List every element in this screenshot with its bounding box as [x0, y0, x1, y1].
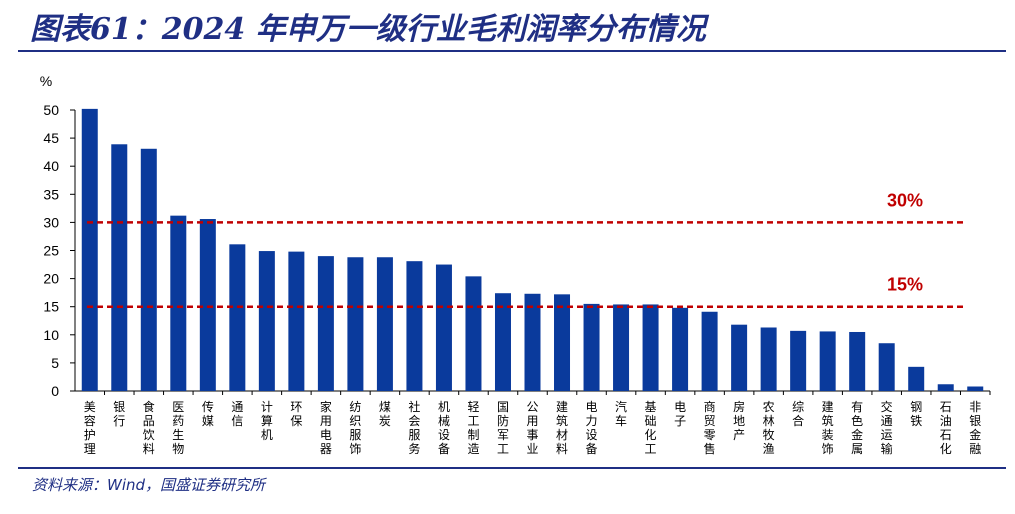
x-tick-label: 基础化工 [645, 400, 657, 456]
bar [760, 327, 777, 391]
x-tick-label: 商贸零售 [704, 399, 716, 456]
y-tick-label: 25 [43, 243, 59, 259]
x-tick-label: 传媒 [202, 399, 214, 428]
x-tick-label: 家用电器 [320, 399, 332, 456]
y-tick-label: 50 [43, 102, 59, 118]
y-tick-label: 15 [43, 299, 59, 315]
bar [790, 330, 807, 391]
y-tick-label: 10 [43, 327, 59, 343]
bar [583, 303, 600, 391]
bar [494, 293, 511, 391]
x-tick-label: 煤炭 [379, 400, 391, 428]
x-tick-label: 通信 [231, 400, 243, 428]
bar [701, 311, 718, 391]
bar [258, 251, 275, 391]
bar [908, 366, 925, 391]
bar [317, 256, 334, 391]
x-tick-label: 银行 [113, 400, 125, 428]
y-tick-label: 5 [51, 355, 59, 371]
x-tick-label: 公用事业 [526, 400, 538, 456]
y-tick-label: 20 [43, 271, 59, 287]
bar [554, 294, 571, 391]
x-tick-label: 社会服务 [408, 399, 420, 456]
x-tick-label: 电力设备 [586, 400, 598, 456]
chart-title: 图表61：2024 年申万一级行业毛利润率分布情况 [30, 12, 706, 47]
bar [229, 244, 246, 391]
bar [613, 304, 630, 391]
reference-label: 30% [887, 190, 923, 210]
x-tick-label: 建筑材料 [556, 400, 568, 456]
x-tick-label: 机械设备 [438, 400, 450, 456]
y-tick-label: 35 [43, 186, 59, 202]
x-tick-label: 医药生物 [172, 400, 184, 456]
bar [435, 264, 452, 391]
y-tick-label: 0 [51, 383, 59, 399]
x-tick-label: 有色金属 [851, 400, 863, 456]
x-tick-label: 建筑装饰 [822, 400, 834, 456]
x-tick-label: 房地产 [733, 399, 745, 442]
bar [140, 148, 157, 391]
bar [465, 276, 482, 391]
bar [642, 304, 659, 391]
bar [170, 215, 187, 391]
x-tick-label: 电子 [674, 400, 686, 428]
x-tick-label: 综合 [792, 400, 804, 428]
bar [347, 257, 364, 391]
y-tick-label: 30 [43, 214, 59, 230]
x-tick-label: 交通运输 [881, 399, 893, 456]
y-tick-label: 40 [43, 158, 59, 174]
x-tick-label: 汽车 [615, 399, 627, 428]
bar [967, 386, 984, 391]
bar-layer [81, 108, 984, 391]
reference-label: 15% [887, 275, 923, 295]
x-tick-label: 农林牧渔 [763, 400, 775, 456]
bar [524, 293, 541, 391]
bar [406, 261, 423, 391]
x-tick-label: 国防军工 [497, 400, 509, 456]
bar [199, 219, 216, 391]
footer-divider [18, 467, 1006, 469]
axis-layer: 0 5 10 15 20 25 30 35 40 45 50% [40, 73, 991, 399]
x-tick-label: 环保 [290, 400, 302, 428]
bar [81, 108, 98, 391]
bar [111, 144, 128, 391]
bar-chart: 0 5 10 15 20 25 30 35 40 45 50% 30% 15% 美容护理 银行 食品饮料 医… [40, 73, 991, 456]
x-tick-label: 石油石化 [940, 400, 952, 456]
bar [937, 384, 954, 391]
x-tick-label: 非银金融 [969, 400, 981, 456]
x-tick-label: 美容护理 [84, 400, 96, 456]
x-tick-label: 纺织服饰 [349, 400, 361, 456]
x-tick-label: 钢铁 [910, 400, 922, 428]
y-tick-label: 45 [43, 130, 59, 146]
bar [672, 307, 689, 391]
bar [819, 331, 836, 391]
x-tick-label: 计算机 [261, 400, 273, 442]
x-tick-label: 轻工制造 [467, 400, 479, 456]
x-tick-label: 食品饮料 [143, 399, 155, 456]
bar [376, 257, 393, 391]
bar [878, 343, 895, 391]
bar [731, 324, 748, 391]
y-axis-unit: % [40, 73, 52, 89]
title-divider [18, 50, 1006, 52]
reference-layer: 30% 15% [87, 190, 965, 308]
bar [849, 331, 866, 391]
bar [288, 251, 305, 391]
source-note: 资料来源：Wind，国盛证券研究所 [32, 476, 266, 494]
